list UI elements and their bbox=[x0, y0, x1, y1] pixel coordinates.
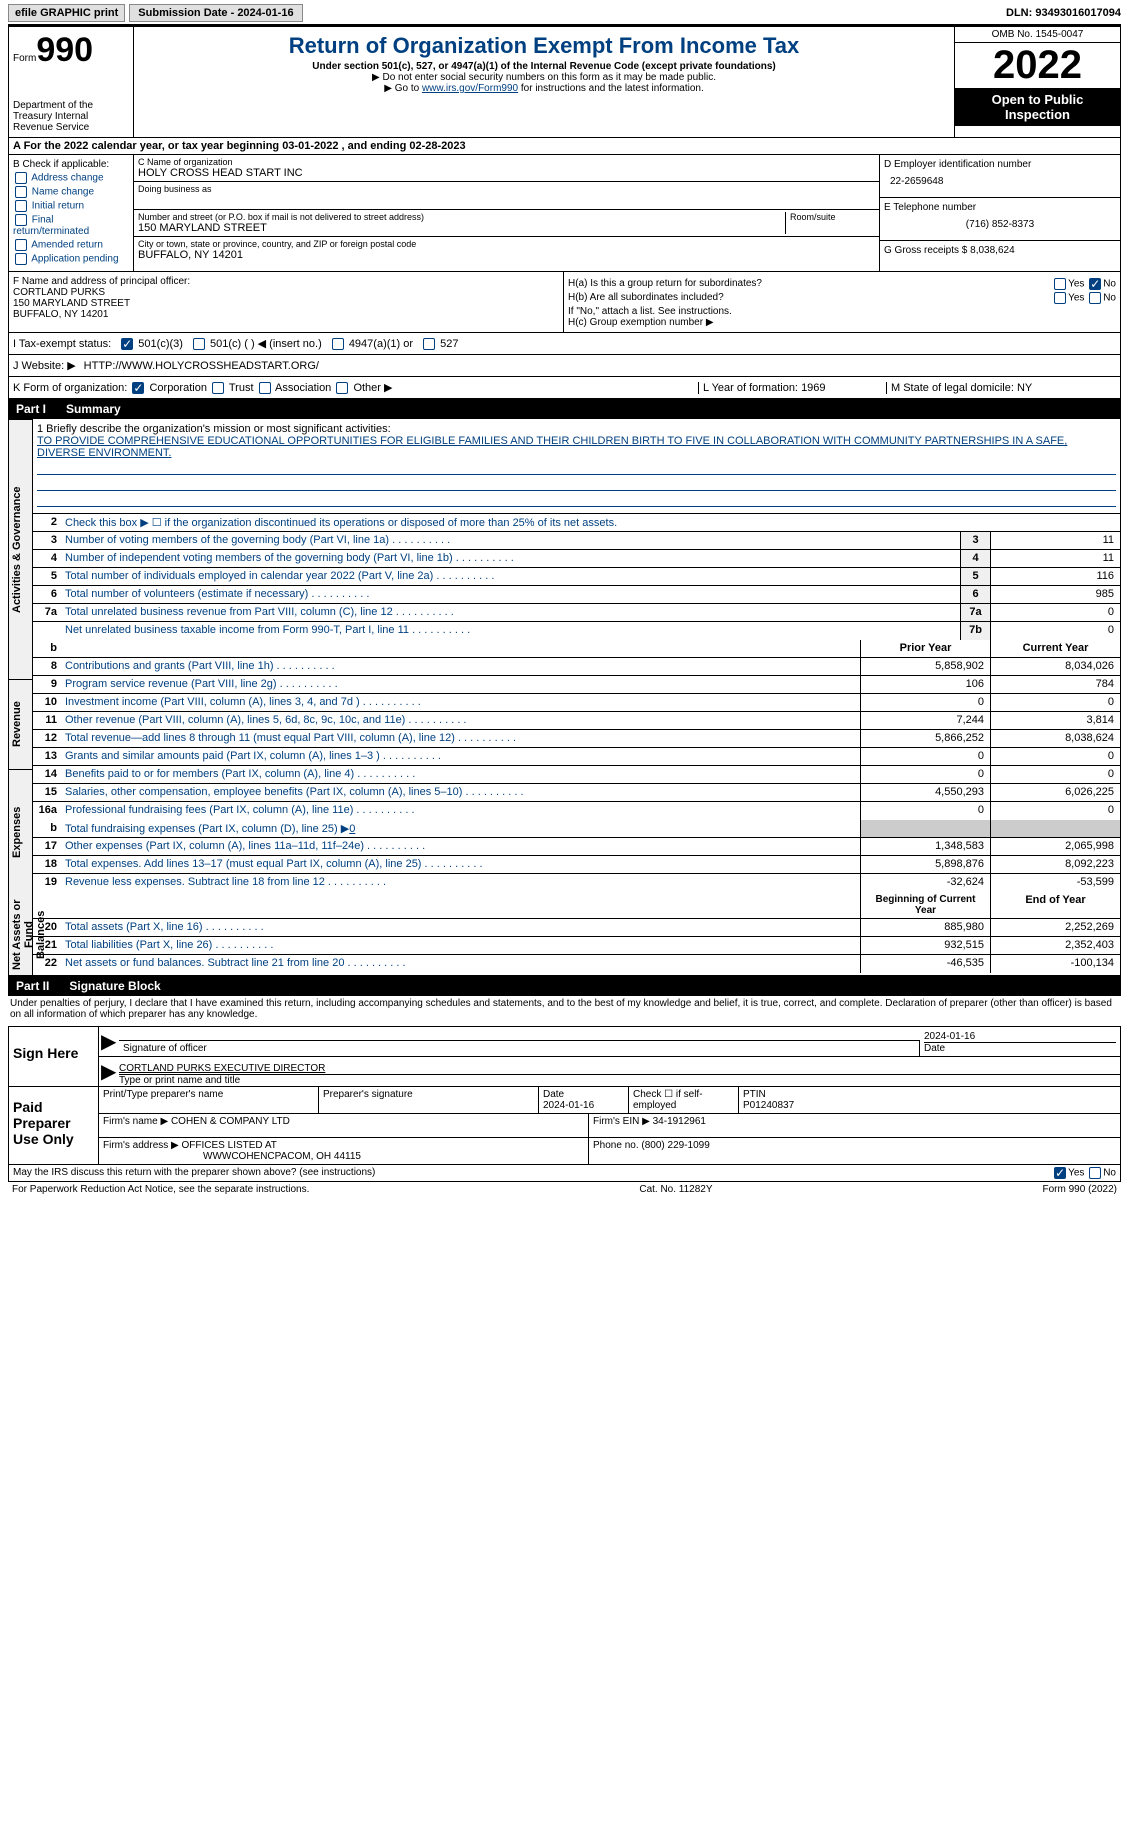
h-section: H(a) Is this a group return for subordin… bbox=[564, 272, 1120, 332]
summary-line: Net unrelated business taxable income fr… bbox=[33, 622, 1120, 640]
summary-line: 3Number of voting members of the governi… bbox=[33, 532, 1120, 550]
header-left: Form990 Department of the Treasury Inter… bbox=[9, 27, 134, 137]
row-a: A For the 2022 calendar year, or tax yea… bbox=[8, 138, 1121, 155]
dept-label: Department of the Treasury Internal Reve… bbox=[13, 100, 129, 133]
paid-preparer-label: Paid Preparer Use Only bbox=[9, 1087, 99, 1164]
summary-line: 18Total expenses. Add lines 13–17 (must … bbox=[33, 856, 1120, 874]
summary-line: 19Revenue less expenses. Subtract line 1… bbox=[33, 874, 1120, 892]
may-discuss-row: May the IRS discuss this return with the… bbox=[8, 1165, 1121, 1182]
submission-date: Submission Date - 2024-01-16 bbox=[129, 4, 302, 22]
dln-label: DLN: 93493016017094 bbox=[1006, 7, 1121, 19]
footer: For Paperwork Reduction Act Notice, see … bbox=[8, 1182, 1121, 1197]
state-domicile: NY bbox=[1017, 382, 1032, 394]
website-row: J Website: ▶ HTTP://WWW.HOLYCROSSHEADSTA… bbox=[8, 355, 1121, 377]
summary-line: 5Total number of individuals employed in… bbox=[33, 568, 1120, 586]
form-title: Return of Organization Exempt From Incom… bbox=[138, 33, 950, 59]
summary-line: 10Investment income (Part VIII, column (… bbox=[33, 694, 1120, 712]
fgh-block: F Name and address of principal officer:… bbox=[8, 272, 1121, 333]
summary-line: 17Other expenses (Part IX, column (A), l… bbox=[33, 838, 1120, 856]
summary-line: 22Net assets or fund balances. Subtract … bbox=[33, 955, 1120, 973]
org-city: BUFFALO, NY 14201 bbox=[138, 249, 875, 261]
summary-line: 15Salaries, other compensation, employee… bbox=[33, 784, 1120, 802]
k-row: K Form of organization: Corporation Trus… bbox=[8, 377, 1121, 399]
officer-name: CORTLAND PURKS EXECUTIVE DIRECTOR bbox=[119, 1063, 1120, 1074]
cb-501c3[interactable] bbox=[121, 338, 133, 350]
cb-address-change[interactable]: Address change bbox=[13, 172, 129, 184]
cb-501c[interactable] bbox=[193, 338, 205, 350]
form-container: efile GRAPHIC print Submission Date - 20… bbox=[0, 0, 1129, 1201]
gross-receipts: 8,038,624 bbox=[970, 245, 1015, 256]
cb-corporation[interactable] bbox=[132, 382, 144, 394]
summary-line: 4Number of independent voting members of… bbox=[33, 550, 1120, 568]
firm-ein: 34-1912961 bbox=[653, 1116, 706, 1127]
summary-line: 16aProfessional fundraising fees (Part I… bbox=[33, 802, 1120, 820]
ein-value: 22-2659648 bbox=[884, 170, 1116, 193]
org-address: 150 MARYLAND STREET bbox=[138, 222, 785, 234]
summary-line: 12Total revenue—add lines 8 through 11 (… bbox=[33, 730, 1120, 748]
summary-line: 13Grants and similar amounts paid (Part … bbox=[33, 748, 1120, 766]
summary-line: 9Program service revenue (Part VIII, lin… bbox=[33, 676, 1120, 694]
cb-trust[interactable] bbox=[212, 382, 224, 394]
penalty-declaration: Under penalties of perjury, I declare th… bbox=[8, 996, 1121, 1022]
cb-527[interactable] bbox=[423, 338, 435, 350]
summary-line: 20Total assets (Part X, line 16)885,9802… bbox=[33, 919, 1120, 937]
irs-link[interactable]: www.irs.gov/Form990 bbox=[422, 83, 518, 94]
ptin-value: P01240837 bbox=[743, 1100, 794, 1111]
preparer-phone: (800) 229-1099 bbox=[641, 1140, 709, 1151]
omb-label: OMB No. 1545-0047 bbox=[955, 27, 1120, 43]
website-url: HTTP://WWW.HOLYCROSSHEADSTART.ORG/ bbox=[84, 360, 319, 372]
part-2-header: Part II Signature Block bbox=[8, 976, 1121, 996]
cb-association[interactable] bbox=[259, 382, 271, 394]
header-row: Form990 Department of the Treasury Inter… bbox=[8, 26, 1121, 138]
firm-name: COHEN & COMPANY LTD bbox=[171, 1116, 290, 1127]
year-formation: 1969 bbox=[801, 382, 825, 394]
tax-year: 2022 bbox=[955, 43, 1120, 88]
current-year-hdr: Current Year bbox=[990, 640, 1120, 657]
form-prefix: Form bbox=[13, 53, 36, 64]
cb-pending[interactable]: Application pending bbox=[13, 253, 129, 265]
summary-line: 14Benefits paid to or for members (Part … bbox=[33, 766, 1120, 784]
cb-may-yes[interactable] bbox=[1054, 1167, 1066, 1179]
cb-4947[interactable] bbox=[332, 338, 344, 350]
sign-here-label: Sign Here bbox=[9, 1027, 99, 1086]
header-mid: Return of Organization Exempt From Incom… bbox=[134, 27, 955, 137]
public-inspection: Open to Public Inspection bbox=[955, 88, 1120, 126]
cb-amended[interactable]: Amended return bbox=[13, 239, 129, 251]
note-2: ▶ Go to www.irs.gov/Form990 for instruct… bbox=[138, 83, 950, 94]
header-right: OMB No. 1545-0047 2022 Open to Public In… bbox=[955, 27, 1120, 137]
summary-line: 7aTotal unrelated business revenue from … bbox=[33, 604, 1120, 622]
cb-name-change[interactable]: Name change bbox=[13, 186, 129, 198]
phone-value: (716) 852-8373 bbox=[884, 213, 1116, 236]
col-b-checkboxes: B Check if applicable: Address change Na… bbox=[9, 155, 134, 271]
efile-button[interactable]: efile GRAPHIC print bbox=[8, 4, 125, 22]
summary-line: 8Contributions and grants (Part VIII, li… bbox=[33, 658, 1120, 676]
mission-text: TO PROVIDE COMPREHENSIVE EDUCATIONAL OPP… bbox=[37, 435, 1116, 459]
form-number: 990 bbox=[36, 31, 93, 69]
summary-body: 1 Briefly describe the organization's mi… bbox=[33, 419, 1120, 975]
col-d-ein: D Employer identification number 22-2659… bbox=[880, 155, 1120, 271]
summary-line: 11Other revenue (Part VIII, column (A), … bbox=[33, 712, 1120, 730]
cb-final-return[interactable]: Final return/terminated bbox=[13, 214, 129, 237]
cb-other[interactable] bbox=[336, 382, 348, 394]
form-subtitle: Under section 501(c), 527, or 4947(a)(1)… bbox=[138, 61, 950, 72]
summary-line: 21Total liabilities (Part X, line 26)932… bbox=[33, 937, 1120, 955]
signature-block: Sign Here ▶ Signature of officer 2024-01… bbox=[8, 1026, 1121, 1165]
note-1: ▶ Do not enter social security numbers o… bbox=[138, 72, 950, 83]
col-c-org-info: C Name of organization HOLY CROSS HEAD S… bbox=[134, 155, 880, 271]
cb-may-no[interactable] bbox=[1089, 1167, 1101, 1179]
prior-year-hdr: Prior Year bbox=[860, 640, 990, 657]
org-name: HOLY CROSS HEAD START INC bbox=[138, 167, 875, 179]
tax-status-row: I Tax-exempt status: 501(c)(3) 501(c) ( … bbox=[8, 333, 1121, 355]
vertical-tabs: Activities & Governance Revenue Expenses… bbox=[9, 419, 33, 975]
main-block: B Check if applicable: Address change Na… bbox=[8, 155, 1121, 272]
principal-officer: F Name and address of principal officer:… bbox=[9, 272, 564, 332]
cb-initial-return[interactable]: Initial return bbox=[13, 200, 129, 212]
topbar: efile GRAPHIC print Submission Date - 20… bbox=[8, 4, 1121, 26]
part-1-header: Part I Summary bbox=[8, 399, 1121, 419]
summary-line: 6Total number of volunteers (estimate if… bbox=[33, 586, 1120, 604]
